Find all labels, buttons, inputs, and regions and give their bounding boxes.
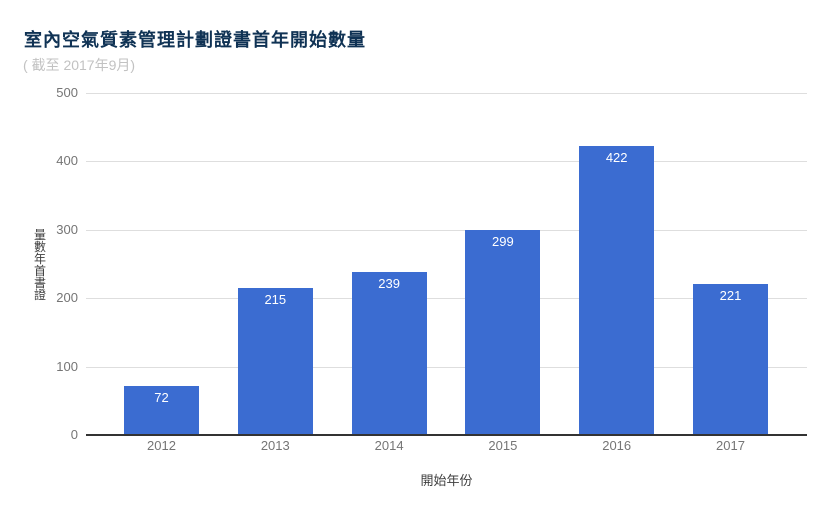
bar-value-label: 72 <box>154 389 169 405</box>
chart-subtitle: ( 截至 2017年9月) <box>23 57 136 73</box>
gridline <box>86 161 807 163</box>
bar-value-label: 422 <box>605 150 628 166</box>
x-tick-label: 2017 <box>716 438 745 453</box>
x-tick-label: 2012 <box>147 438 176 453</box>
bar-2016[interactable]: 422 <box>579 146 655 435</box>
bar-value-label: 239 <box>378 275 400 291</box>
x-tick-label: 2014 <box>374 438 404 453</box>
gridline <box>86 229 807 231</box>
bar-value-label: 215 <box>264 291 287 307</box>
y-axis-title: 量數年首書證 <box>33 228 46 302</box>
y-tick-label: 200 <box>56 290 78 306</box>
bar-value-label: 221 <box>719 287 742 303</box>
gridline <box>86 93 807 94</box>
y-tick-label: 500 <box>56 85 78 100</box>
y-tick-label: 400 <box>56 153 78 169</box>
x-axis-line <box>86 434 807 436</box>
x-tick-label: 2013 <box>260 438 290 453</box>
bar-2015[interactable]: 299 <box>465 230 541 435</box>
y-tick-label: 100 <box>56 358 78 374</box>
bar-2013[interactable]: 215 <box>237 287 313 435</box>
x-tick-label: 2015 <box>488 438 518 453</box>
y-tick-label: 300 <box>56 221 78 237</box>
plot-area: 0 100 200 300 400 500 72 2012 215 2013 239 2014 299 2… <box>56 85 807 453</box>
bar-value-label: 299 <box>492 234 514 250</box>
gridline <box>86 366 807 368</box>
chart-title: 室內空氣質素管理計劃證書首年開始數量 <box>24 30 366 50</box>
x-tick-label: 2016 <box>602 438 632 453</box>
gridline <box>86 298 807 300</box>
y-tick-label: 0 <box>70 427 78 442</box>
bar-2012[interactable]: 72 <box>124 385 199 435</box>
bar-2014[interactable]: 239 <box>351 271 427 435</box>
x-axis-title: 開始年份 <box>420 473 473 488</box>
bar-2017[interactable]: 221 <box>693 283 768 435</box>
